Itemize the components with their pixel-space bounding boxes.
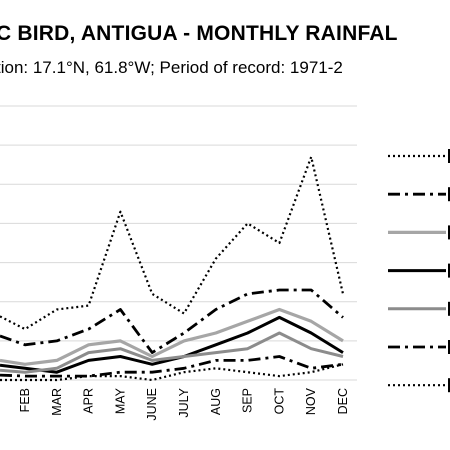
series-line-4: [0, 315, 344, 374]
series-lines: [0, 155, 345, 382]
x-tick-label: APR: [82, 388, 96, 414]
chart-subtitle: tion: 17.1°N, 61.8°W; Period of record: …: [0, 58, 343, 77]
legend-label-clipped: [448, 301, 450, 316]
legend-label-clipped: [448, 225, 450, 240]
x-tick-label: OCT: [272, 388, 286, 415]
x-tick-label: JUNE: [145, 388, 159, 421]
legend-label-clipped: [448, 378, 450, 393]
series-line-7: [0, 363, 344, 382]
series-line-6: [0, 355, 344, 378]
x-tick-label: DEC: [336, 388, 350, 414]
legend-label-clipped: [448, 340, 450, 354]
x-tick-label: MAY: [113, 387, 127, 414]
x-tick-label: JULY: [177, 387, 191, 417]
legend-label-clipped: [448, 149, 450, 163]
legend-label-clipped: [448, 187, 450, 202]
legend-label-clipped: [448, 263, 450, 278]
series-line-2: [0, 288, 344, 355]
x-tick-label: NOV: [304, 387, 318, 415]
gridlines: [0, 105, 357, 381]
series-line-5: [0, 331, 344, 374]
legend: [388, 149, 450, 393]
x-tick-label: MAR: [50, 388, 64, 416]
x-axis-tick-labels: FEB MAR APR MAY JUNE JULY AUG SEP OCT NOV DEC: [18, 387, 350, 420]
series-line-3: [0, 307, 344, 366]
x-tick-label: FEB: [18, 388, 32, 412]
x-tick-label: AUG: [209, 388, 223, 415]
x-tick-label: SEP: [241, 388, 255, 413]
chart-title: C BIRD, ANTIGUA - MONTHLY RAINFAL: [0, 22, 398, 45]
series-line-1: [0, 155, 345, 331]
